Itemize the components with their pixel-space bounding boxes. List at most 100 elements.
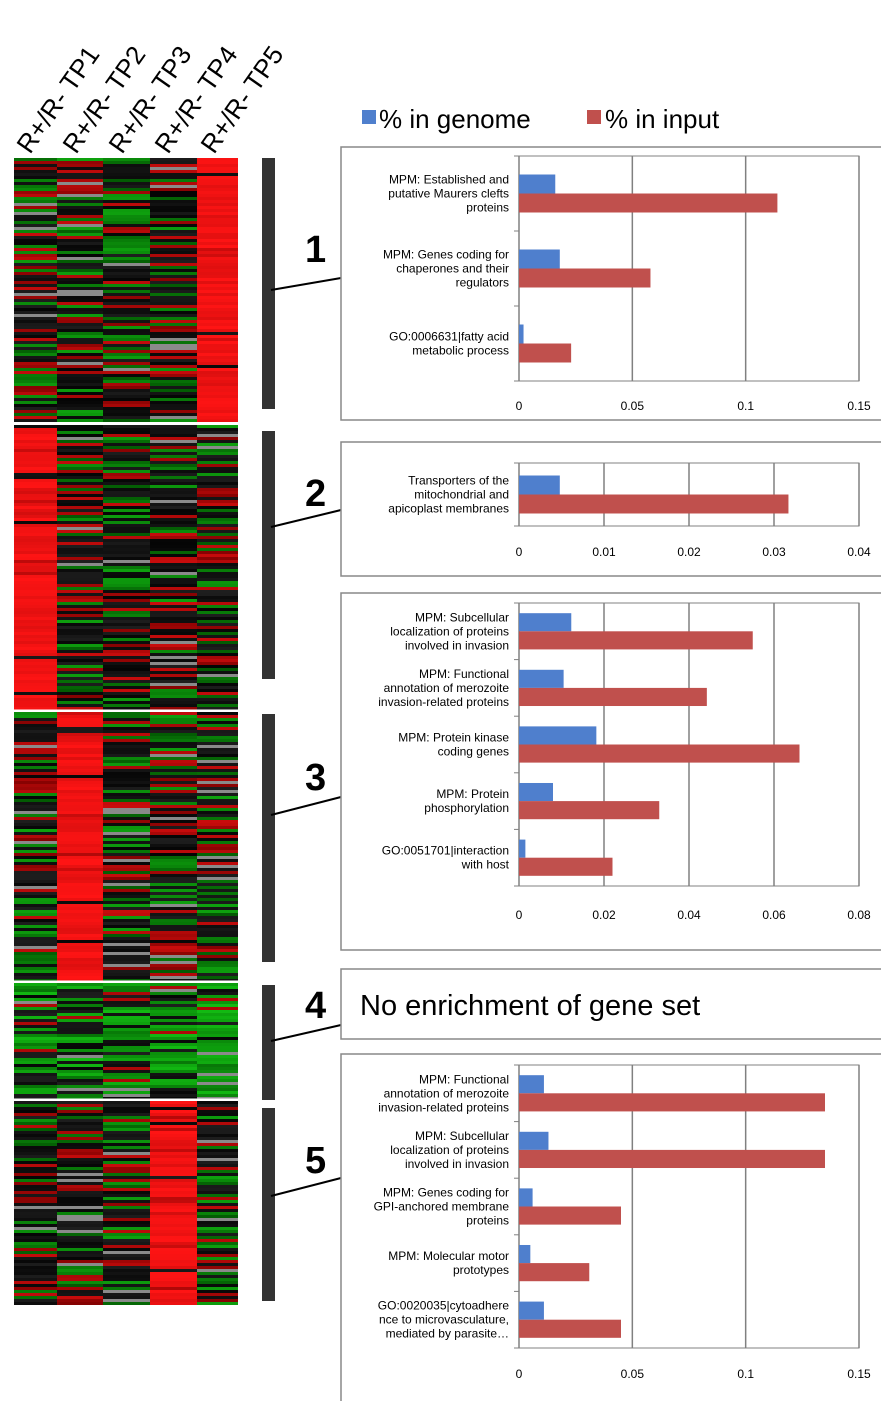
heatmap-cell <box>14 299 57 302</box>
category-label: GO:0006631|fatty acid <box>389 330 509 344</box>
heatmap-cell <box>197 901 238 904</box>
heatmap-cell <box>103 473 150 476</box>
heatmap-cell <box>57 865 103 868</box>
heatmap-cell <box>150 865 197 868</box>
heatmap-cell <box>14 1010 57 1013</box>
heatmap-cell <box>150 790 197 793</box>
heatmap-cell <box>14 311 57 314</box>
heatmap-cell <box>103 1040 150 1043</box>
heatmap-cell <box>103 677 150 680</box>
heatmap-cell <box>197 1191 238 1194</box>
heatmap-cell <box>197 1082 238 1085</box>
heatmap-cell <box>57 356 103 359</box>
connector-line-3 <box>270 796 342 816</box>
heatmap-cell <box>103 862 150 865</box>
heatmap-cell <box>57 593 103 596</box>
heatmap-cell <box>103 656 150 659</box>
heatmap-cell <box>197 1137 238 1140</box>
heatmap-cell <box>14 967 57 970</box>
heatmap-cell <box>197 877 238 880</box>
heatmap-cell <box>14 545 57 548</box>
heatmap-cell <box>150 581 197 584</box>
heatmap-cell <box>150 844 197 847</box>
heatmap-cell <box>57 296 103 299</box>
heatmap-cell <box>197 461 238 464</box>
heatmap-cell <box>14 1128 57 1131</box>
heatmap-cell <box>57 548 103 551</box>
heatmap-cell <box>103 434 150 437</box>
heatmap-cell <box>14 176 57 179</box>
heatmap-cell <box>197 335 238 338</box>
heatmap-cell <box>103 581 150 584</box>
heatmap-cell <box>150 1055 197 1058</box>
heatmap-cell <box>57 757 103 760</box>
heatmap-cell <box>197 928 238 931</box>
heatmap-cell <box>103 629 150 632</box>
heatmap-cell <box>197 518 238 521</box>
heatmap-cell <box>197 829 238 832</box>
heatmap-cell <box>197 995 238 998</box>
heatmap-cell <box>197 455 238 458</box>
heatmap-cell <box>57 602 103 605</box>
heatmap-cell <box>57 850 103 853</box>
heatmap-cell <box>103 742 150 745</box>
heatmap-cell <box>197 317 238 320</box>
heatmap-cell <box>57 889 103 892</box>
heatmap-cell <box>14 494 57 497</box>
heatmap-cell <box>14 197 57 200</box>
connector-line-1 <box>270 277 342 291</box>
heatmap-cell <box>150 236 197 239</box>
heatmap-cell <box>197 650 238 653</box>
heatmap-cell <box>197 1209 238 1212</box>
heatmap-cell <box>57 437 103 440</box>
heatmap-cell <box>150 814 197 817</box>
heatmap-cell <box>150 707 197 710</box>
heatmap-cell <box>14 901 57 904</box>
heatmap-cell <box>14 416 57 419</box>
heatmap-cell <box>57 1122 103 1125</box>
heatmap-cell <box>150 1236 197 1239</box>
heatmap-cell <box>57 233 103 236</box>
heatmap-cell <box>197 491 238 494</box>
heatmap-cell <box>57 551 103 554</box>
heatmap-cell <box>14 995 57 998</box>
heatmap-cell <box>57 1055 103 1058</box>
heatmap-cell <box>103 992 150 995</box>
heatmap-cell <box>57 998 103 1001</box>
heatmap-cell <box>14 551 57 554</box>
heatmap-cell <box>150 299 197 302</box>
heatmap-cell <box>197 224 238 227</box>
heatmap-cell <box>57 1116 103 1119</box>
heatmap-cell <box>14 605 57 608</box>
heatmap-cell <box>150 913 197 916</box>
heatmap-cell <box>14 392 57 395</box>
heatmap-cell <box>150 1167 197 1170</box>
heatmap-cell <box>150 1170 197 1173</box>
heatmap-cell <box>57 1119 103 1122</box>
heatmap-cell <box>14 1242 57 1245</box>
heatmap-cell <box>14 1134 57 1137</box>
heatmap-cell <box>103 874 150 877</box>
heatmap-cell <box>197 868 238 871</box>
heatmap-cell <box>14 1179 57 1182</box>
heatmap-cell <box>103 356 150 359</box>
heatmap-cell <box>150 308 197 311</box>
heatmap-cell <box>197 1031 238 1034</box>
heatmap-cell <box>103 1128 150 1131</box>
heatmap-cell <box>150 1116 197 1119</box>
heatmap-cell <box>14 218 57 221</box>
heatmap-cell <box>14 602 57 605</box>
heatmap-cell <box>57 263 103 266</box>
heatmap-cell <box>197 1004 238 1007</box>
category-label: mediated by parasite… <box>386 1327 509 1341</box>
heatmap-cell <box>197 407 238 410</box>
heatmap-cell <box>57 874 103 877</box>
heatmap-cell <box>197 919 238 922</box>
heatmap-cell <box>14 847 57 850</box>
heatmap-cell <box>57 170 103 173</box>
panel-frame-4 <box>340 968 881 1040</box>
heatmap-cell <box>103 1269 150 1272</box>
heatmap-cell <box>57 1254 103 1257</box>
heatmap-cell <box>14 844 57 847</box>
